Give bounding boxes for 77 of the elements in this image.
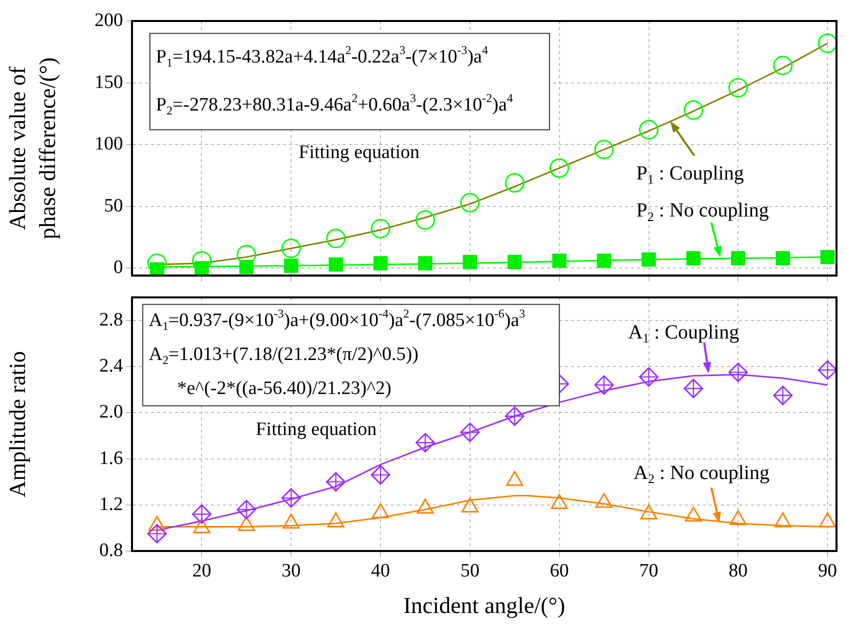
point xyxy=(372,503,390,518)
y-tick-label: 50 xyxy=(104,195,123,216)
y-tick-label: 2.4 xyxy=(99,356,124,377)
point xyxy=(552,254,566,268)
point xyxy=(594,140,614,160)
point xyxy=(281,238,301,258)
point xyxy=(506,470,524,486)
point xyxy=(819,512,836,528)
annotation: Fitting equation xyxy=(298,142,420,164)
point xyxy=(686,251,701,266)
point xyxy=(596,254,612,268)
point xyxy=(594,375,614,395)
point xyxy=(327,512,344,528)
point xyxy=(326,228,346,248)
y-tick-label: 1.2 xyxy=(99,494,123,515)
x-tick-label: 60 xyxy=(550,560,569,582)
y-axis-title: Amplitude ratio xyxy=(4,351,30,498)
point xyxy=(596,492,613,508)
point xyxy=(192,251,212,271)
point xyxy=(776,251,790,266)
y-tick-label: 2.0 xyxy=(99,402,123,423)
point xyxy=(820,250,835,264)
y-tick-label: 150 xyxy=(94,72,123,93)
point xyxy=(728,362,748,382)
y-tick-label: 0.8 xyxy=(99,540,123,561)
point xyxy=(774,512,792,528)
point xyxy=(684,506,702,522)
point xyxy=(639,367,659,387)
point xyxy=(147,253,167,273)
point xyxy=(461,497,478,512)
point xyxy=(550,158,570,178)
point xyxy=(148,516,166,531)
point xyxy=(418,256,432,270)
annotation: *e^(-2*((a-56.40)/21.23)^2) xyxy=(148,378,392,399)
point xyxy=(728,78,748,98)
point xyxy=(642,252,656,267)
x-axis-title: Incident angle/(°) xyxy=(403,593,566,618)
point xyxy=(236,244,256,264)
point xyxy=(730,510,747,526)
point xyxy=(282,514,300,529)
point xyxy=(370,218,390,238)
point xyxy=(373,256,388,270)
point xyxy=(773,386,793,406)
point xyxy=(193,518,210,534)
point xyxy=(639,120,659,140)
y-tick-label: 1.6 xyxy=(99,448,123,469)
point xyxy=(460,192,480,212)
y-tick-label: 2.8 xyxy=(99,309,123,330)
x-tick-label: 40 xyxy=(371,560,390,582)
y-tick-label: 0 xyxy=(114,257,123,278)
y-tick-label: 200 xyxy=(94,10,123,31)
x-tick-label: 80 xyxy=(728,560,748,582)
point xyxy=(773,56,793,76)
point xyxy=(818,360,838,380)
x-tick-label: 50 xyxy=(460,560,480,582)
x-tick-label: 20 xyxy=(192,560,212,582)
point xyxy=(415,432,435,452)
point xyxy=(415,210,435,230)
x-tick-label: 90 xyxy=(818,560,838,582)
point xyxy=(684,378,704,398)
point xyxy=(328,257,343,272)
point xyxy=(504,173,524,193)
point xyxy=(284,258,298,273)
y-axis-title: Absolute value of phase difference/(°) xyxy=(4,57,60,240)
point xyxy=(238,516,255,531)
point xyxy=(731,251,746,266)
point xyxy=(684,100,704,120)
annotation: Fitting equation xyxy=(256,418,378,440)
point xyxy=(416,498,434,514)
point xyxy=(508,254,522,270)
point xyxy=(640,504,658,520)
point xyxy=(462,254,478,270)
x-tick-label: 30 xyxy=(282,560,301,582)
x-tick-label: 70 xyxy=(639,560,658,582)
point xyxy=(818,33,836,53)
point xyxy=(550,494,568,509)
y-tick-label: 100 xyxy=(94,134,123,155)
